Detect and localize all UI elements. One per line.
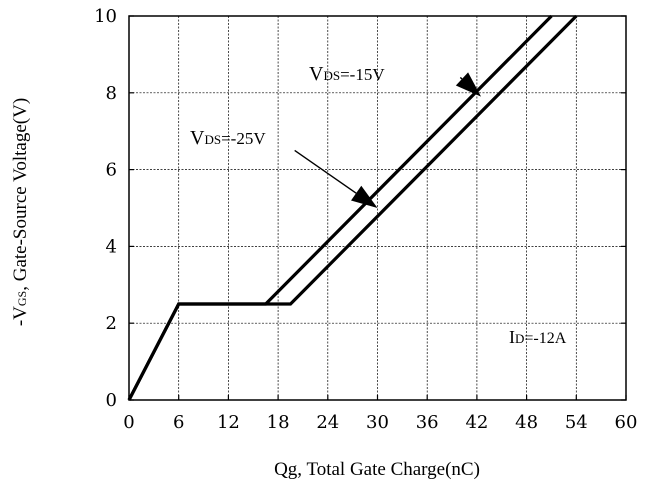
- y-tick-label: 0: [106, 390, 117, 411]
- y-tick-label: 4: [106, 236, 117, 257]
- x-tick-label: 48: [515, 412, 538, 433]
- x-axis-label: Qg, Total Gate Charge(nC): [274, 459, 480, 480]
- arrow-shaft-vds25: [294, 149, 357, 194]
- x-tick-label: 18: [267, 412, 290, 433]
- y-tick-label: 10: [94, 6, 117, 27]
- x-tick-label: 42: [465, 412, 488, 433]
- y-tick-label: 8: [106, 83, 117, 104]
- x-tick-label: 60: [615, 412, 638, 433]
- series-lines: [127, 14, 578, 401]
- arrow-shaft-vds15: [459, 76, 463, 80]
- x-tick-label: 6: [173, 412, 184, 433]
- annotation-vds15: VDS=-15V: [309, 63, 385, 85]
- x-tick-label: 36: [416, 412, 439, 433]
- grid: [129, 16, 626, 400]
- arrow-head-vds25: [351, 185, 378, 208]
- x-tick-label: 30: [366, 412, 389, 433]
- annotation-arrows: [294, 72, 482, 208]
- y-axis-label: -VGS, Gate-Source Voltage(V): [10, 98, 31, 326]
- y-tick-label: 2: [106, 313, 117, 334]
- annotation-vds25: VDS=-25V: [190, 127, 266, 149]
- arrow-head-vds15: [455, 72, 482, 97]
- series-line-2: [127, 14, 578, 401]
- x-tick-label: 0: [123, 412, 134, 433]
- annotation-id: ID=-12A: [509, 327, 567, 347]
- x-tick-label: 54: [565, 412, 588, 433]
- y-tick-label: 6: [106, 160, 117, 181]
- x-tick-label: 12: [217, 412, 240, 433]
- x-tick-label: 24: [316, 412, 339, 433]
